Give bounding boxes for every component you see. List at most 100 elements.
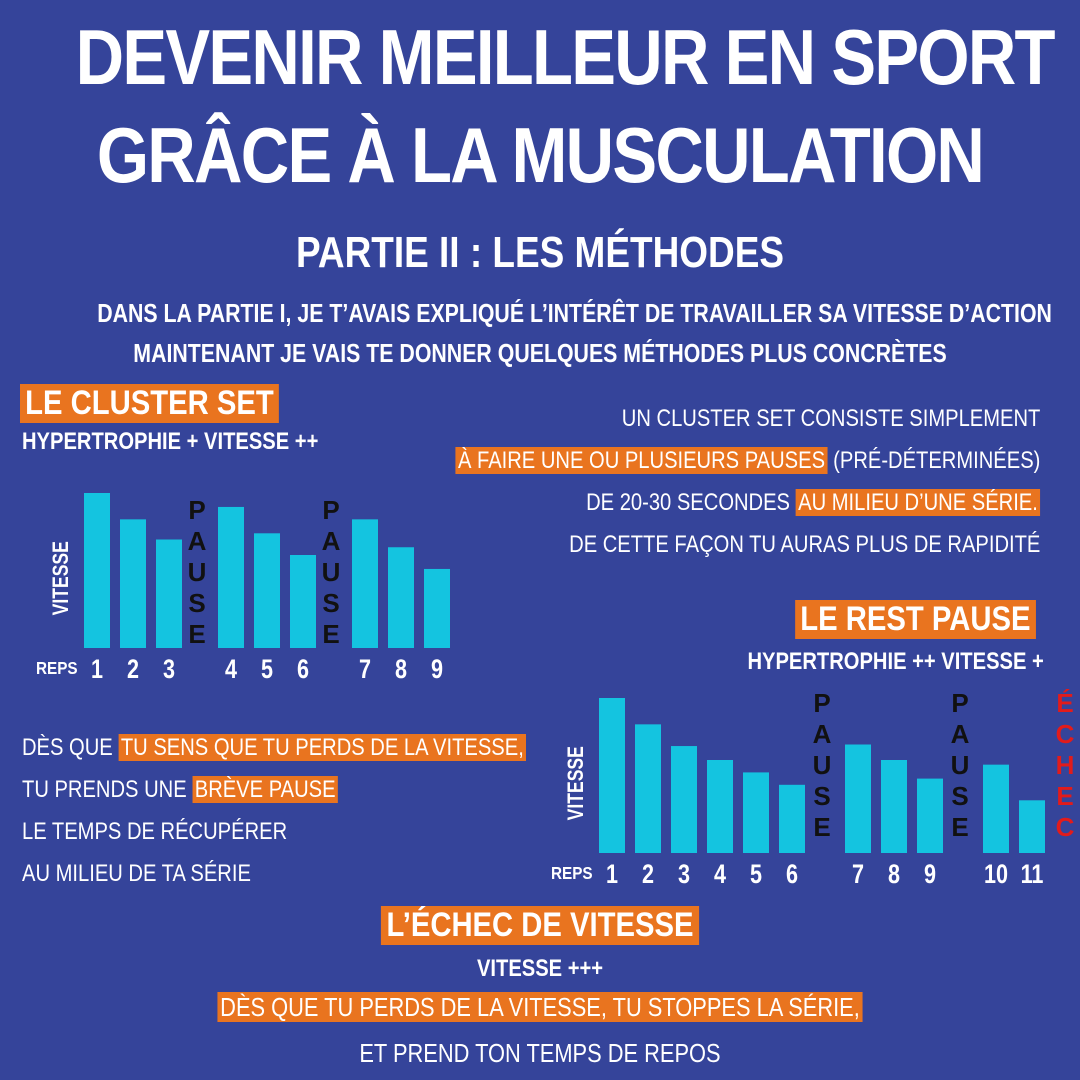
bar-rep-9 xyxy=(917,778,943,853)
intro-line1: DANS LA PARTIE I, JE T’AVAIS EXPLIQUÉ L’… xyxy=(97,298,1052,328)
bar-rep-2 xyxy=(120,519,146,648)
subtitle: PARTIE II : LES MÉTHODES xyxy=(295,228,785,277)
pause-letter: E xyxy=(322,619,339,649)
tick-label-7: 7 xyxy=(852,860,864,890)
tick-label-8: 8 xyxy=(395,655,407,685)
cluster-desc-line3: DE 20-30 SECONDES AU MILIEU D’UNE SÉRIE. xyxy=(455,484,1040,526)
bar-rep-2 xyxy=(635,724,661,853)
cluster-desc-line3-pre: DE 20-30 SECONDES xyxy=(585,489,796,516)
bar-rep-5 xyxy=(254,533,280,648)
tick-label-3: 3 xyxy=(678,860,690,890)
bar-rep-4 xyxy=(707,760,733,853)
bar-rep-3 xyxy=(671,746,697,853)
rest-desc-line1-pre: DÈS QUE xyxy=(22,734,119,761)
velocity-failure-heading-label: L’ÉCHEC DE VITESSE xyxy=(381,906,699,945)
rest-desc-line2: TU PRENDS UNE BRÈVE PAUSE xyxy=(22,770,526,812)
velocity-failure-subheading: VITESSE +++ xyxy=(476,955,604,982)
pause-label: PAUSE xyxy=(322,495,341,649)
pause-label: PAUSE xyxy=(951,688,970,842)
tick-label-11: 11 xyxy=(1021,860,1044,890)
main-title-line2: GRÂCE À LA MUSCULATION xyxy=(96,111,985,199)
tick-label-2: 2 xyxy=(642,860,654,890)
tick-label-10: 10 xyxy=(984,860,1008,890)
failure-letter: C xyxy=(1056,719,1075,749)
cluster-desc-highlight2: AU MILIEU D’UNE SÉRIE. xyxy=(795,489,1040,516)
x-axis-label: REPS xyxy=(36,658,78,678)
tick-label-6: 6 xyxy=(786,860,798,890)
bar-rep-1 xyxy=(599,698,625,853)
pause-letter: U xyxy=(951,750,970,780)
cluster-heading-label: LE CLUSTER SET xyxy=(20,384,279,423)
pause-letter: P xyxy=(813,688,830,718)
tick-label-2: 2 xyxy=(127,655,139,685)
pause-letter: A xyxy=(951,719,970,749)
tick-label-5: 5 xyxy=(750,860,762,890)
cluster-desc-highlight1: À FAIRE UNE OU PLUSIEURS PAUSES xyxy=(455,447,828,474)
tick-label-4: 4 xyxy=(714,860,726,890)
y-axis-label: VITESSE xyxy=(564,746,588,820)
bar-rep-7 xyxy=(845,744,871,853)
pause-letter: A xyxy=(322,526,341,556)
rest-pause-heading: LE REST PAUSE xyxy=(795,600,1036,639)
rest-desc-line3: LE TEMPS DE RÉCUPÉRER xyxy=(22,818,288,845)
bar-rep-7 xyxy=(352,519,378,648)
cluster-description: UN CLUSTER SET CONSISTE SIMPLEMENT À FAI… xyxy=(344,400,1040,568)
tick-label-7: 7 xyxy=(359,655,371,685)
rest-pause-heading-label: LE REST PAUSE xyxy=(795,600,1036,639)
pause-letter: P xyxy=(188,495,205,525)
bar-rep-8 xyxy=(388,547,414,648)
bar-rep-3 xyxy=(156,539,182,648)
pause-label: PAUSE xyxy=(813,688,832,842)
bar-rep-1 xyxy=(84,493,110,648)
rest-desc-line2-pre: TU PRENDS UNE xyxy=(22,776,193,803)
intro-line2: MAINTENANT JE VAIS TE DONNER QUELQUES MÉ… xyxy=(133,338,947,368)
failure-letter: E xyxy=(1056,781,1073,811)
tick-label-3: 3 xyxy=(163,655,175,685)
cluster-heading: LE CLUSTER SET xyxy=(20,384,279,423)
pause-letter: A xyxy=(813,719,832,749)
tick-label-1: 1 xyxy=(606,860,618,890)
rest-pause-subheading: HYPERTROPHIE ++ VITESSE + xyxy=(747,648,1044,675)
tick-label-4: 4 xyxy=(225,655,237,685)
x-axis-label: REPS xyxy=(551,863,593,883)
bar-rep-8 xyxy=(881,760,907,853)
rest-desc-highlight2: BRÈVE PAUSE xyxy=(192,776,339,803)
pause-letter: S xyxy=(951,781,968,811)
tick-label-6: 6 xyxy=(297,655,309,685)
velocity-failure-line1: DÈS QUE TU PERDS DE LA VITESSE, TU STOPP… xyxy=(86,992,993,1023)
rest-desc-line4: AU MILIEU DE TA SÉRIE xyxy=(22,860,251,887)
pause-letter: S xyxy=(322,588,339,618)
bar-rep-10 xyxy=(983,764,1009,853)
cluster-desc-line4: DE CETTE FAÇON TU AURAS PLUS DE RAPIDITÉ xyxy=(568,531,1040,558)
velocity-failure-heading: L’ÉCHEC DE VITESSE xyxy=(76,906,1005,945)
pause-letter: U xyxy=(813,750,832,780)
velocity-failure-highlight: DÈS QUE TU PERDS DE LA VITESSE, TU STOPP… xyxy=(217,992,863,1022)
tick-label-9: 9 xyxy=(431,655,443,685)
bar-rep-6 xyxy=(290,555,316,648)
rest-pause-description: DÈS QUE TU SENS QUE TU PERDS DE LA VITES… xyxy=(22,728,622,896)
y-axis-label: VITESSE xyxy=(49,541,73,615)
pause-letter: P xyxy=(322,495,339,525)
pause-letter: U xyxy=(322,557,341,587)
rest-desc-highlight1: TU SENS QUE TU PERDS DE LA VITESSE, xyxy=(118,734,527,761)
failure-label: ÉCHEC xyxy=(1056,688,1075,842)
bar-rep-6 xyxy=(779,784,805,853)
pause-letter: U xyxy=(188,557,207,587)
pause-letter: P xyxy=(951,688,968,718)
bar-rep-11 xyxy=(1019,800,1045,853)
pause-letter: E xyxy=(188,619,205,649)
bar-rep-4 xyxy=(218,506,244,648)
pause-label: PAUSE xyxy=(188,495,207,649)
cluster-desc-line2-rest: (PRÉ-DÉTERMINÉES) xyxy=(827,447,1040,474)
pause-letter: E xyxy=(813,812,830,842)
failure-letter: É xyxy=(1056,688,1073,718)
pause-letter: S xyxy=(188,588,205,618)
cluster-desc-line1: UN CLUSTER SET CONSISTE SIMPLEMENT xyxy=(621,405,1040,432)
cluster-desc-line2: À FAIRE UNE OU PLUSIEURS PAUSES (PRÉ-DÉT… xyxy=(455,442,1040,484)
tick-label-5: 5 xyxy=(261,655,273,685)
failure-letter: H xyxy=(1056,750,1075,780)
tick-label-8: 8 xyxy=(888,860,900,890)
tick-label-1: 1 xyxy=(91,655,103,685)
pause-letter: E xyxy=(951,812,968,842)
tick-label-9: 9 xyxy=(924,860,936,890)
